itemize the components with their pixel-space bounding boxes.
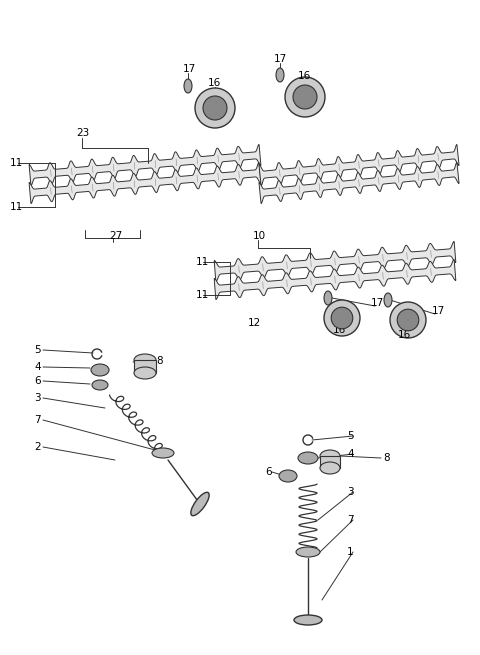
Text: 17: 17 <box>432 306 445 316</box>
Ellipse shape <box>91 364 109 376</box>
Polygon shape <box>214 242 456 282</box>
Text: 8: 8 <box>156 356 163 366</box>
Text: 12: 12 <box>248 318 261 328</box>
Ellipse shape <box>276 68 284 82</box>
Polygon shape <box>259 145 459 185</box>
Ellipse shape <box>134 354 156 366</box>
Text: 4: 4 <box>347 449 354 459</box>
Polygon shape <box>259 162 459 204</box>
Ellipse shape <box>152 448 174 458</box>
Text: 11: 11 <box>10 158 23 168</box>
Bar <box>134 360 156 373</box>
Ellipse shape <box>397 309 419 331</box>
Text: 16: 16 <box>298 71 311 81</box>
Ellipse shape <box>191 493 209 515</box>
Ellipse shape <box>285 77 325 117</box>
Text: 5: 5 <box>347 431 354 441</box>
Text: 1: 1 <box>347 547 354 557</box>
Text: 16: 16 <box>398 330 411 340</box>
Ellipse shape <box>390 302 426 338</box>
Text: 3: 3 <box>347 487 354 497</box>
Text: 27: 27 <box>109 231 122 241</box>
Text: 5: 5 <box>34 345 41 355</box>
Text: 2: 2 <box>34 442 41 452</box>
Ellipse shape <box>294 615 322 625</box>
Text: 16: 16 <box>208 78 221 88</box>
Text: 17: 17 <box>183 64 196 74</box>
Text: 11: 11 <box>196 257 209 267</box>
Ellipse shape <box>324 300 360 336</box>
Polygon shape <box>29 162 261 204</box>
Ellipse shape <box>298 452 318 464</box>
Text: 6: 6 <box>34 376 41 386</box>
Ellipse shape <box>320 462 340 474</box>
Text: 7: 7 <box>34 415 41 425</box>
Ellipse shape <box>203 96 227 120</box>
Ellipse shape <box>134 367 156 379</box>
Polygon shape <box>214 259 456 299</box>
Ellipse shape <box>324 291 332 305</box>
Text: 17: 17 <box>274 54 287 64</box>
Text: 7: 7 <box>347 515 354 525</box>
Ellipse shape <box>320 450 340 462</box>
Ellipse shape <box>184 79 192 93</box>
Text: 4: 4 <box>34 362 41 372</box>
Text: 23: 23 <box>76 128 89 138</box>
Text: 16: 16 <box>333 325 346 335</box>
Ellipse shape <box>331 307 353 329</box>
Text: 17: 17 <box>371 298 384 308</box>
Ellipse shape <box>279 470 297 482</box>
Polygon shape <box>29 145 261 185</box>
Ellipse shape <box>195 88 235 128</box>
Bar <box>320 456 340 468</box>
Text: 10: 10 <box>253 231 266 241</box>
Text: 11: 11 <box>10 202 23 212</box>
Text: 6: 6 <box>265 467 272 477</box>
Ellipse shape <box>92 380 108 390</box>
Ellipse shape <box>384 293 392 307</box>
Text: 11: 11 <box>196 290 209 300</box>
Text: 3: 3 <box>34 393 41 403</box>
Text: 8: 8 <box>383 453 390 463</box>
Ellipse shape <box>296 547 320 557</box>
Ellipse shape <box>293 85 317 109</box>
